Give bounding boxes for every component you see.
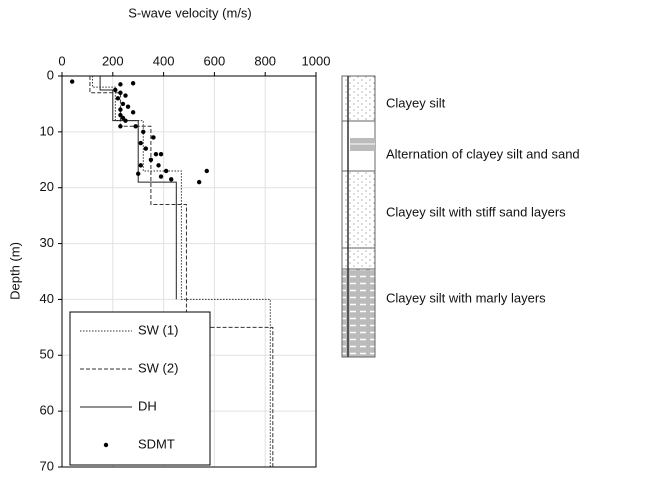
profile-line: [89, 76, 274, 467]
data-point: [125, 104, 131, 109]
legend-swatch: [103, 442, 109, 448]
data-point: [115, 96, 121, 101]
data-point: [120, 115, 126, 121]
y-tick-label: 50: [40, 347, 54, 362]
data-point: [156, 163, 161, 168]
data-point: [123, 93, 128, 98]
data-point: [118, 124, 123, 129]
data-point: [196, 179, 202, 185]
data-point: [133, 124, 138, 129]
data-point: [118, 82, 123, 87]
y-tick-label: 30: [40, 235, 54, 250]
data-point: [169, 177, 174, 182]
data-point: [158, 152, 164, 157]
profile-line: [91, 76, 271, 467]
data-point: [136, 171, 141, 176]
data-point: [123, 118, 128, 123]
y-axis-label: Depth (m): [7, 242, 22, 300]
y-tick-label: 20: [40, 179, 54, 194]
data-point: [113, 87, 118, 93]
y-tick-label: 0: [47, 67, 54, 82]
legend-label: SW (1): [138, 322, 178, 337]
data-point: [138, 140, 143, 146]
data-point: [120, 101, 126, 107]
y-tick-label: 10: [40, 123, 54, 138]
legend-box: [69, 311, 211, 466]
data-point: [130, 81, 136, 86]
data-point: [143, 146, 149, 151]
data-point: [141, 129, 146, 135]
x-tick-label: 600: [204, 53, 226, 68]
data-point: [118, 107, 123, 112]
x-tick-label: 400: [153, 53, 175, 68]
data-point: [204, 168, 209, 174]
legend-label: SDMT: [138, 436, 175, 451]
y-tick-label: 40: [40, 291, 54, 306]
y-tick-label: 60: [40, 403, 54, 418]
strata-column: [341, 75, 376, 358]
stratum-label: Clayey silt with stiff sand layers: [386, 204, 566, 219]
chart-title: S-wave velocity (m/s): [128, 5, 252, 20]
stratum-label: Clayey silt: [386, 95, 446, 110]
data-point: [118, 112, 123, 118]
data-point: [118, 90, 123, 95]
data-point: [163, 168, 169, 174]
data-point: [69, 79, 75, 84]
y-tick-label: 70: [40, 458, 54, 473]
stratum-label: Clayey silt with marly layers: [386, 290, 546, 305]
legend-label: DH: [138, 398, 157, 413]
x-tick-label: 1000: [302, 53, 331, 68]
data-point: [158, 174, 164, 179]
data-point: [151, 135, 156, 140]
data-point: [148, 157, 154, 162]
data-point: [153, 152, 159, 157]
x-tick-label: 200: [102, 53, 124, 68]
x-tick-label: 0: [58, 53, 65, 68]
legend-label: SW (2): [138, 360, 178, 375]
data-point: [138, 163, 143, 168]
x-tick-label: 800: [254, 53, 276, 68]
plot-frame: [61, 75, 317, 468]
stratum-label: Alternation of clayey silt and sand: [386, 146, 580, 161]
data-point: [130, 110, 136, 115]
